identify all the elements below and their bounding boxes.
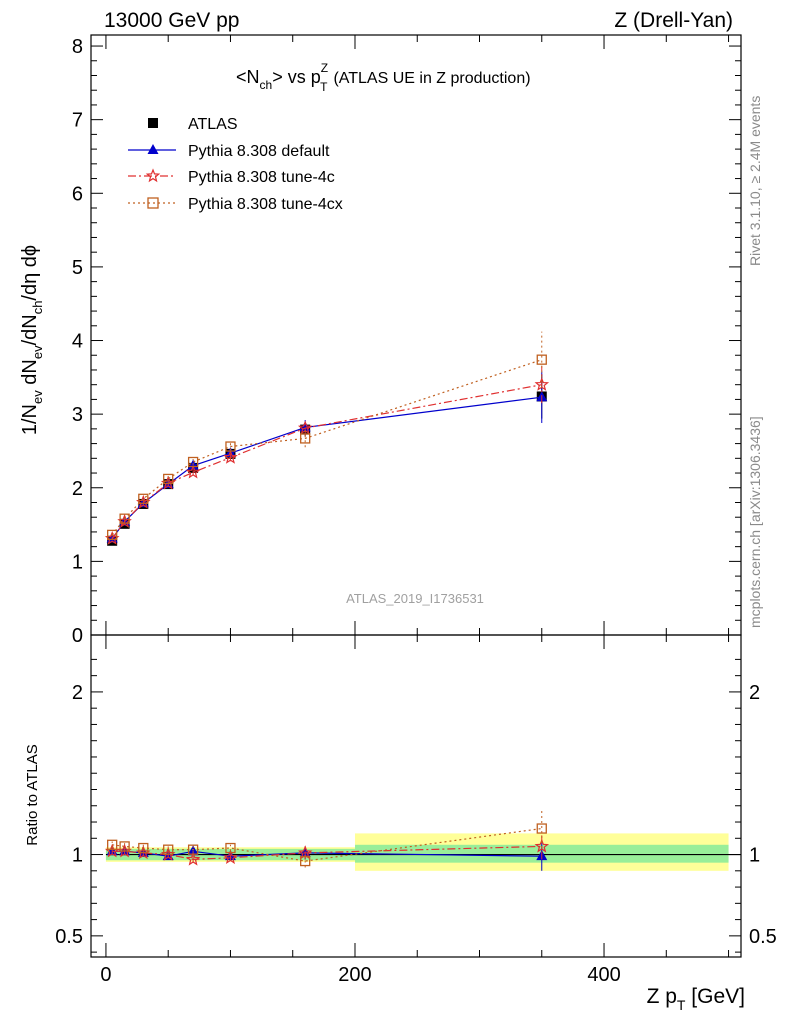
data-point	[119, 513, 130, 524]
ratio-series-line	[112, 845, 542, 861]
main-panel: 0 1 2 3 4 5 6 7 8	[72, 34, 742, 647]
header-energy-label: 13000 GeV pp	[104, 9, 239, 32]
ratio-point	[138, 842, 149, 854]
data-point	[536, 354, 547, 365]
legend-label-atlas: ATLAS	[188, 116, 238, 133]
ratio-y-tick-label-right: 0.5	[749, 926, 777, 948]
data-point	[138, 493, 149, 504]
y-tick-label: 8	[72, 36, 83, 58]
ratio-y-tick-label: 2	[72, 682, 83, 704]
legend-entry-tune-4c: Pythia 8.308 tune-4c	[128, 168, 335, 186]
legend-entry-atlas: ATLAS	[148, 116, 238, 133]
mcplots-reference-label: mcplots.cern.ch [arXiv:1306.3436]	[747, 416, 763, 628]
x-tick-label: 400	[587, 964, 620, 986]
ratio-point	[119, 841, 130, 852]
legend-marker-tune-4c	[145, 168, 161, 183]
legend-marker-default	[147, 144, 159, 154]
legend-entry-default: Pythia 8.308 default	[128, 143, 330, 160]
ratio-y-tick-label-right: 1	[749, 845, 760, 867]
legend-marker-atlas	[148, 118, 158, 128]
series-0	[107, 374, 547, 546]
ratio-panel: 0.5 0.5 1 1 2 2 0 200 400	[55, 634, 777, 986]
data-point	[185, 464, 201, 479]
ratio-point	[185, 851, 201, 866]
series-line	[111, 384, 542, 539]
ratio-point	[225, 842, 236, 854]
header-process-label: Z (Drell-Yan)	[614, 9, 733, 32]
data-point	[163, 473, 174, 485]
y-axis-label: 1/Nev dNev/dNch/dη dϕ	[19, 245, 45, 435]
analysis-id-watermark: ATLAS_2019_I1736531	[346, 591, 484, 606]
legend-label-tune-4cx: Pythia 8.308 tune-4cx	[188, 196, 343, 213]
series-3	[107, 331, 547, 541]
ratio-y-tick-label: 1	[72, 845, 83, 867]
series-line	[111, 359, 542, 536]
y-tick-label: 1	[72, 551, 83, 573]
legend: ATLAS Pythia 8.308 default Pythia 8.308 …	[128, 116, 343, 213]
ratio-point	[187, 844, 199, 855]
ratio-frame	[90, 634, 742, 958]
ratio-point	[163, 844, 174, 855]
ratio-y-tick-label-right: 2	[749, 682, 760, 704]
ratio-point	[297, 845, 313, 860]
data-point	[187, 456, 199, 468]
data-point	[107, 529, 118, 541]
legend-label-tune-4c: Pythia 8.308 tune-4c	[188, 169, 335, 186]
ratio-point	[536, 823, 547, 834]
data-point	[225, 441, 236, 452]
series-2	[104, 366, 550, 545]
ratio-point	[534, 838, 550, 853]
ratio-point	[107, 839, 118, 850]
series-line	[111, 396, 542, 539]
series-1	[106, 371, 548, 543]
data-point	[223, 449, 238, 464]
plot-title: <Nch> vs pZ T (ATLAS UE in Z production)	[236, 61, 531, 94]
ratio-point	[223, 850, 238, 865]
x-tick-label: 200	[338, 964, 371, 986]
y-tick-label: 0	[72, 625, 83, 647]
x-tick-label: 0	[100, 964, 111, 986]
ratio-series-line	[112, 827, 542, 862]
x-axis-label: Z pT [GeV]	[647, 985, 745, 1013]
rivet-version-label: Rivet 3.1.10, ≥ 2.4M events	[747, 96, 763, 266]
legend-marker-tune-4cx	[147, 197, 159, 209]
legend-entry-tune-4cx: Pythia 8.308 tune-4cx	[128, 196, 343, 213]
y-tick-label: 5	[72, 257, 83, 279]
ratio-y-tick-label: 0.5	[55, 926, 83, 948]
y-tick-label: 4	[72, 331, 83, 353]
legend-label-default: Pythia 8.308 default	[188, 143, 330, 160]
y-tick-label: 7	[72, 110, 83, 132]
ratio-y-axis-label: Ratio to ATLAS	[24, 744, 41, 845]
ratio-series-2	[107, 809, 547, 868]
data-point	[300, 433, 311, 444]
ratio-point	[300, 855, 311, 867]
y-tick-label: 3	[72, 404, 83, 426]
y-tick-label: 6	[72, 183, 83, 205]
y-tick-label: 2	[72, 478, 83, 500]
